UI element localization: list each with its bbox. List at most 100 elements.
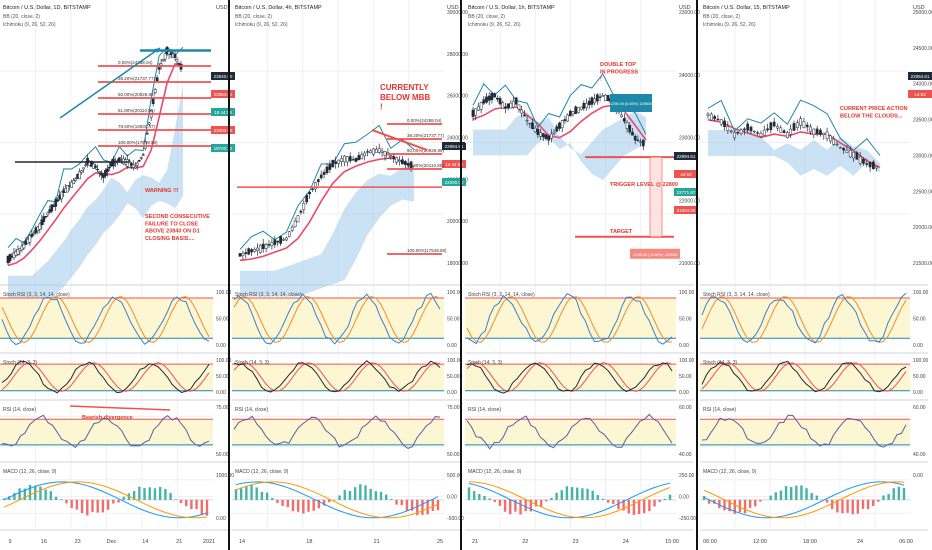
macd-histogram-bar <box>291 499 295 512</box>
macd-histogram-bar <box>606 499 610 503</box>
x-axis-tick: 23 <box>75 539 81 545</box>
price-tag: 22994.61 <box>911 74 930 79</box>
fib-label: 38.20%(21737.77) <box>407 133 445 138</box>
macd-histogram-bar <box>887 494 890 500</box>
macd-histogram-bar <box>2 498 6 500</box>
price-axis-tick: 30000.00 <box>447 10 468 16</box>
macd-line <box>235 481 439 519</box>
candle-body <box>139 157 143 159</box>
candle-body <box>94 165 97 168</box>
annotation-note-line: CURRENT PRICE ACTION <box>840 106 908 112</box>
macd-histogram-bar <box>795 485 798 500</box>
macd-histogram-bar <box>13 492 16 500</box>
candle-body <box>633 136 637 141</box>
oscillator-label: Stoch RSI (3, 3, 14, 14, close) <box>3 292 70 298</box>
candle-body <box>322 172 326 175</box>
candle-body <box>822 132 826 135</box>
macd-histogram-bar <box>400 499 403 506</box>
candle-body <box>835 143 839 146</box>
annotation-note: TRIGGER LEVEL @ 22800 <box>610 182 678 188</box>
candle-body <box>314 182 317 190</box>
macd-histogram-bar <box>748 499 752 508</box>
macd-histogram-bar <box>436 499 440 511</box>
oscillator-axis-tick: 100.00 <box>913 358 929 364</box>
macd-histogram-bar <box>132 491 136 500</box>
candle-body <box>44 215 48 218</box>
candle-body <box>247 248 251 255</box>
oscillator-axis-tick: 0.00 <box>679 390 689 396</box>
macd-histogram-bar <box>405 499 409 512</box>
x-axis-tick: 14 <box>239 539 245 545</box>
macd-histogram-bar <box>169 492 172 500</box>
candle-body <box>536 128 540 135</box>
macd-histogram-bar <box>379 491 383 500</box>
macd-histogram-bar <box>707 499 711 504</box>
macd-histogram-bar <box>250 484 253 500</box>
macd-histogram-bar <box>570 487 574 500</box>
macd-histogram-bar <box>892 488 895 500</box>
candle-body <box>98 171 101 173</box>
x-axis-tick: 25 <box>437 539 443 545</box>
price-axis-tick: 28000.00 <box>447 52 468 58</box>
macd-axis-tick: -250.00 <box>679 516 696 522</box>
price-axis-tick: 22000.00 <box>679 198 700 204</box>
macd-histogram-bar <box>612 499 615 504</box>
x-axis-tick: Dec <box>107 539 117 545</box>
candle-body <box>504 107 507 109</box>
annotation-note-line: ! <box>600 77 602 83</box>
candle-body <box>555 126 559 132</box>
candle-body <box>175 58 179 62</box>
macd-histogram-bar <box>369 488 372 500</box>
price-tag: 19720.22 <box>214 146 233 151</box>
macd-histogram-bar <box>498 499 502 506</box>
macd-histogram-bar <box>483 495 486 500</box>
macd-histogram-bar <box>774 492 777 500</box>
macd-histogram-bar <box>333 499 336 501</box>
macd-histogram-bar <box>117 499 120 503</box>
macd-histogram-bar <box>143 488 146 500</box>
fib-label: 61.80%(20110.85) <box>407 163 444 168</box>
macd-histogram-bar <box>153 488 157 500</box>
candle-body <box>812 128 816 135</box>
oscillator-band <box>232 364 444 391</box>
annotation-note-line: DOUBLE TOP <box>600 62 636 68</box>
candle-body <box>706 113 710 116</box>
candle-body <box>566 114 569 122</box>
candle-body <box>50 204 54 212</box>
macd-histogram-bar <box>39 486 42 500</box>
fib-label: 78.60%(18930.47) <box>118 124 156 129</box>
macd-axis-tick: 250.00 <box>679 473 695 479</box>
candle-body <box>129 162 133 166</box>
candle-body <box>558 122 561 129</box>
macd-histogram-bar <box>322 499 326 506</box>
oscillator-k-line <box>1 296 210 346</box>
macd-axis-tick: 0.00 <box>216 516 226 522</box>
candle-body <box>639 141 642 143</box>
macd-histogram-bar <box>54 496 58 500</box>
macd-histogram-bar <box>576 487 579 500</box>
macd-histogram-bar <box>184 499 188 507</box>
oscillator-d-line <box>701 362 907 392</box>
candle-body <box>363 152 367 157</box>
oscillator-k-line <box>1 360 210 394</box>
candle-body <box>141 154 145 156</box>
candle-body <box>539 132 542 137</box>
candle-body <box>802 121 806 128</box>
measure-label-up: 1296.00 (5.46%) 129600 <box>610 102 652 106</box>
candle-body <box>809 126 812 132</box>
macd-histogram-bar <box>260 491 264 500</box>
macd-histogram-bar <box>472 491 476 500</box>
macd-histogram-bar <box>872 499 875 506</box>
macd-histogram-bar <box>164 488 167 500</box>
oscillator-label: Stoch RSI (3, 3, 14, 14, close) <box>235 292 302 298</box>
macd-histogram-bar <box>784 486 788 500</box>
price-axis-tick: 23500.00 <box>913 118 932 124</box>
candle-body <box>858 156 862 164</box>
oscillator-axis-tick: 40.00 <box>913 452 926 458</box>
x-axis-tick: 21 <box>472 539 478 545</box>
fib-label: 0.00%(24298.04) <box>407 118 442 123</box>
candle-body <box>40 219 44 226</box>
candle-body <box>409 161 413 169</box>
macd-histogram-bar <box>897 486 901 500</box>
candles <box>238 143 413 260</box>
